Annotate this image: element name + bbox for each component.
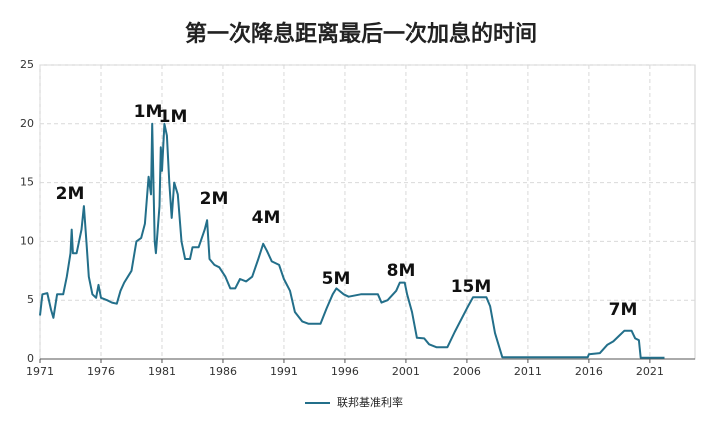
y-tick-label: 15 [20,176,34,189]
chart-title: 第一次降息距离最后一次加息的时间 [185,21,537,47]
annotation: 2M [56,184,85,204]
y-tick-label: 20 [20,117,34,130]
x-tick-label: 2016 [575,365,603,378]
annotation: 4M [252,208,281,228]
y-tick-label: 25 [20,58,34,71]
y-tick-label: 0 [27,352,34,365]
x-tick-label: 1971 [26,365,54,378]
x-tick-label: 1986 [209,365,237,378]
x-tick-label: 1981 [148,365,176,378]
annotation: 7M [609,300,638,320]
x-tick-label: 2021 [636,365,664,378]
annotation: 1M [134,102,163,122]
annotation: 8M [387,261,416,281]
x-tick-label: 1991 [270,365,298,378]
x-tick-label: 1976 [87,365,115,378]
x-tick-label: 2006 [453,365,481,378]
legend-label: 联邦基准利率 [337,395,403,409]
annotation: 2M [200,189,229,209]
x-tick-label: 2011 [514,365,542,378]
data-line [39,122,665,359]
x-tick-label: 1996 [331,365,359,378]
annotation: 1M [159,107,188,127]
x-tick-label: 2001 [392,365,420,378]
annotation: 15M [451,277,492,297]
y-tick-label: 10 [20,234,34,247]
y-tick-label: 5 [27,293,34,306]
annotation: 5M [322,269,351,289]
